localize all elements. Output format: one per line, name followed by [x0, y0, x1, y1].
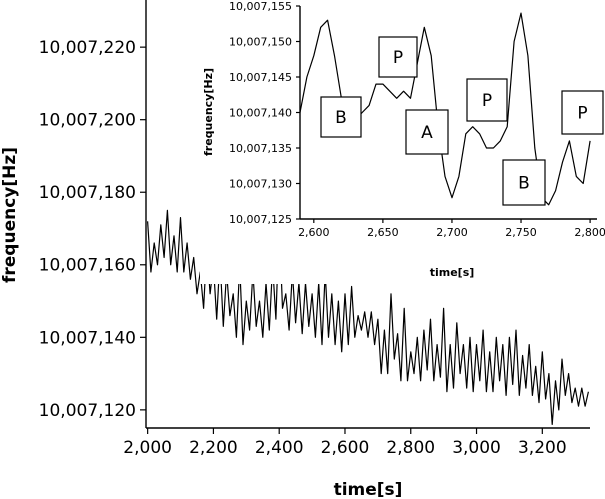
main-x-tick-label: 2,600 — [321, 438, 370, 458]
annotation-label: P — [577, 104, 587, 124]
inset-x-tick-label: 2,800 — [574, 226, 605, 239]
annotation-label: A — [421, 123, 433, 143]
inset-y-tick-label: 10,007,155 — [229, 0, 292, 13]
main-x-tick-label: 2,000 — [123, 438, 172, 458]
annotation-box — [466, 78, 508, 122]
main-y-tick-label: 10,007,180 — [39, 183, 136, 203]
inset-x-tick-label: 2,700 — [436, 226, 468, 239]
inset-y-tick-label: 10,007,130 — [229, 177, 292, 190]
inset-y-tick-label: 10,007,140 — [229, 106, 292, 119]
annotation-box — [561, 90, 604, 135]
main-y-tick-label: 10,007,220 — [39, 38, 136, 58]
main-y-tick-label: 10,007,160 — [39, 256, 136, 276]
main-y-tick-label: 10,007,200 — [39, 111, 136, 131]
main-x-tick-label: 3,000 — [452, 438, 501, 458]
main-x-axis-title: time[s] — [334, 480, 403, 499]
inset-x-tick-label: 2,600 — [298, 226, 330, 239]
main-x-tick-label: 3,200 — [518, 438, 567, 458]
annotation-label: P — [393, 48, 403, 68]
inset-y-tick-label: 10,007,150 — [229, 35, 292, 48]
main-x-tick-label: 2,400 — [255, 438, 304, 458]
inset-y-axis-title: frequency[Hz] — [202, 68, 215, 156]
main-x-tick-label: 2,800 — [386, 438, 435, 458]
annotation-label: B — [335, 108, 347, 128]
annotation-box — [502, 159, 546, 206]
inset-y-tick-label: 10,007,145 — [229, 71, 292, 84]
annotation-label: P — [482, 91, 492, 111]
annotation-box — [378, 36, 418, 78]
annotation-box — [405, 109, 449, 155]
inset-x-axis-title: time[s] — [430, 266, 475, 279]
annotation-label: B — [518, 174, 530, 194]
inset-x-tick-label: 2,750 — [505, 226, 537, 239]
inset-y-tick-label: 10,007,125 — [229, 213, 292, 226]
inset-x-tick-label: 2,650 — [367, 226, 399, 239]
main-y-tick-label: 10,007,140 — [39, 328, 136, 348]
main-x-tick-label: 2,200 — [189, 438, 238, 458]
inset-y-tick-label: 10,007,135 — [229, 142, 292, 155]
annotation-box — [320, 96, 362, 138]
main-y-tick-label: 10,007,120 — [39, 401, 136, 421]
main-y-axis-title: frequency[Hz] — [0, 147, 20, 283]
